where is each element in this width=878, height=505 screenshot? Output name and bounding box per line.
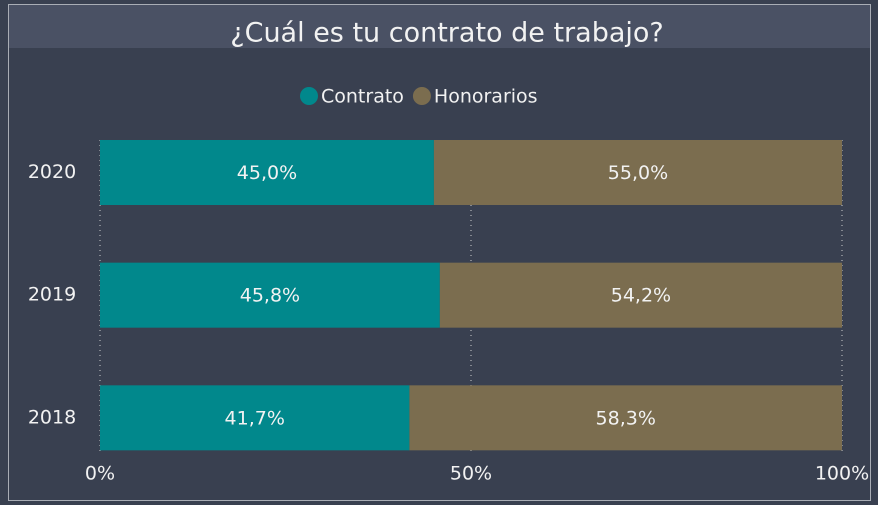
y-tick-label: 2019 <box>28 284 76 306</box>
bar <box>433 140 842 205</box>
frame <box>8 4 871 501</box>
value-label: 58,3% <box>596 407 656 429</box>
chart-title: ¿Cuál es tu contrato de trabajo? <box>230 18 663 49</box>
value-label: 41,7% <box>225 407 285 429</box>
bar <box>100 140 434 205</box>
legend-label: Honorarios <box>434 86 538 108</box>
value-label: 54,2% <box>611 285 671 307</box>
bar <box>439 262 842 328</box>
x-tick-label: 100% <box>815 463 869 485</box>
y-tick-label: 2020 <box>28 161 76 183</box>
title-bar <box>9 5 870 48</box>
y-tick-label: 2018 <box>28 406 76 428</box>
legend-swatch <box>300 87 318 105</box>
value-label: 45,8% <box>240 285 300 307</box>
bar <box>409 385 842 451</box>
bar <box>100 262 440 328</box>
x-tick-label: 50% <box>450 463 492 485</box>
value-label: 55,0% <box>608 162 668 184</box>
legend-label: Contrato <box>321 86 404 108</box>
x-tick-label: 0% <box>85 463 115 485</box>
value-label: 45,0% <box>237 162 297 184</box>
legend-swatch <box>412 87 431 105</box>
bar <box>100 385 410 451</box>
